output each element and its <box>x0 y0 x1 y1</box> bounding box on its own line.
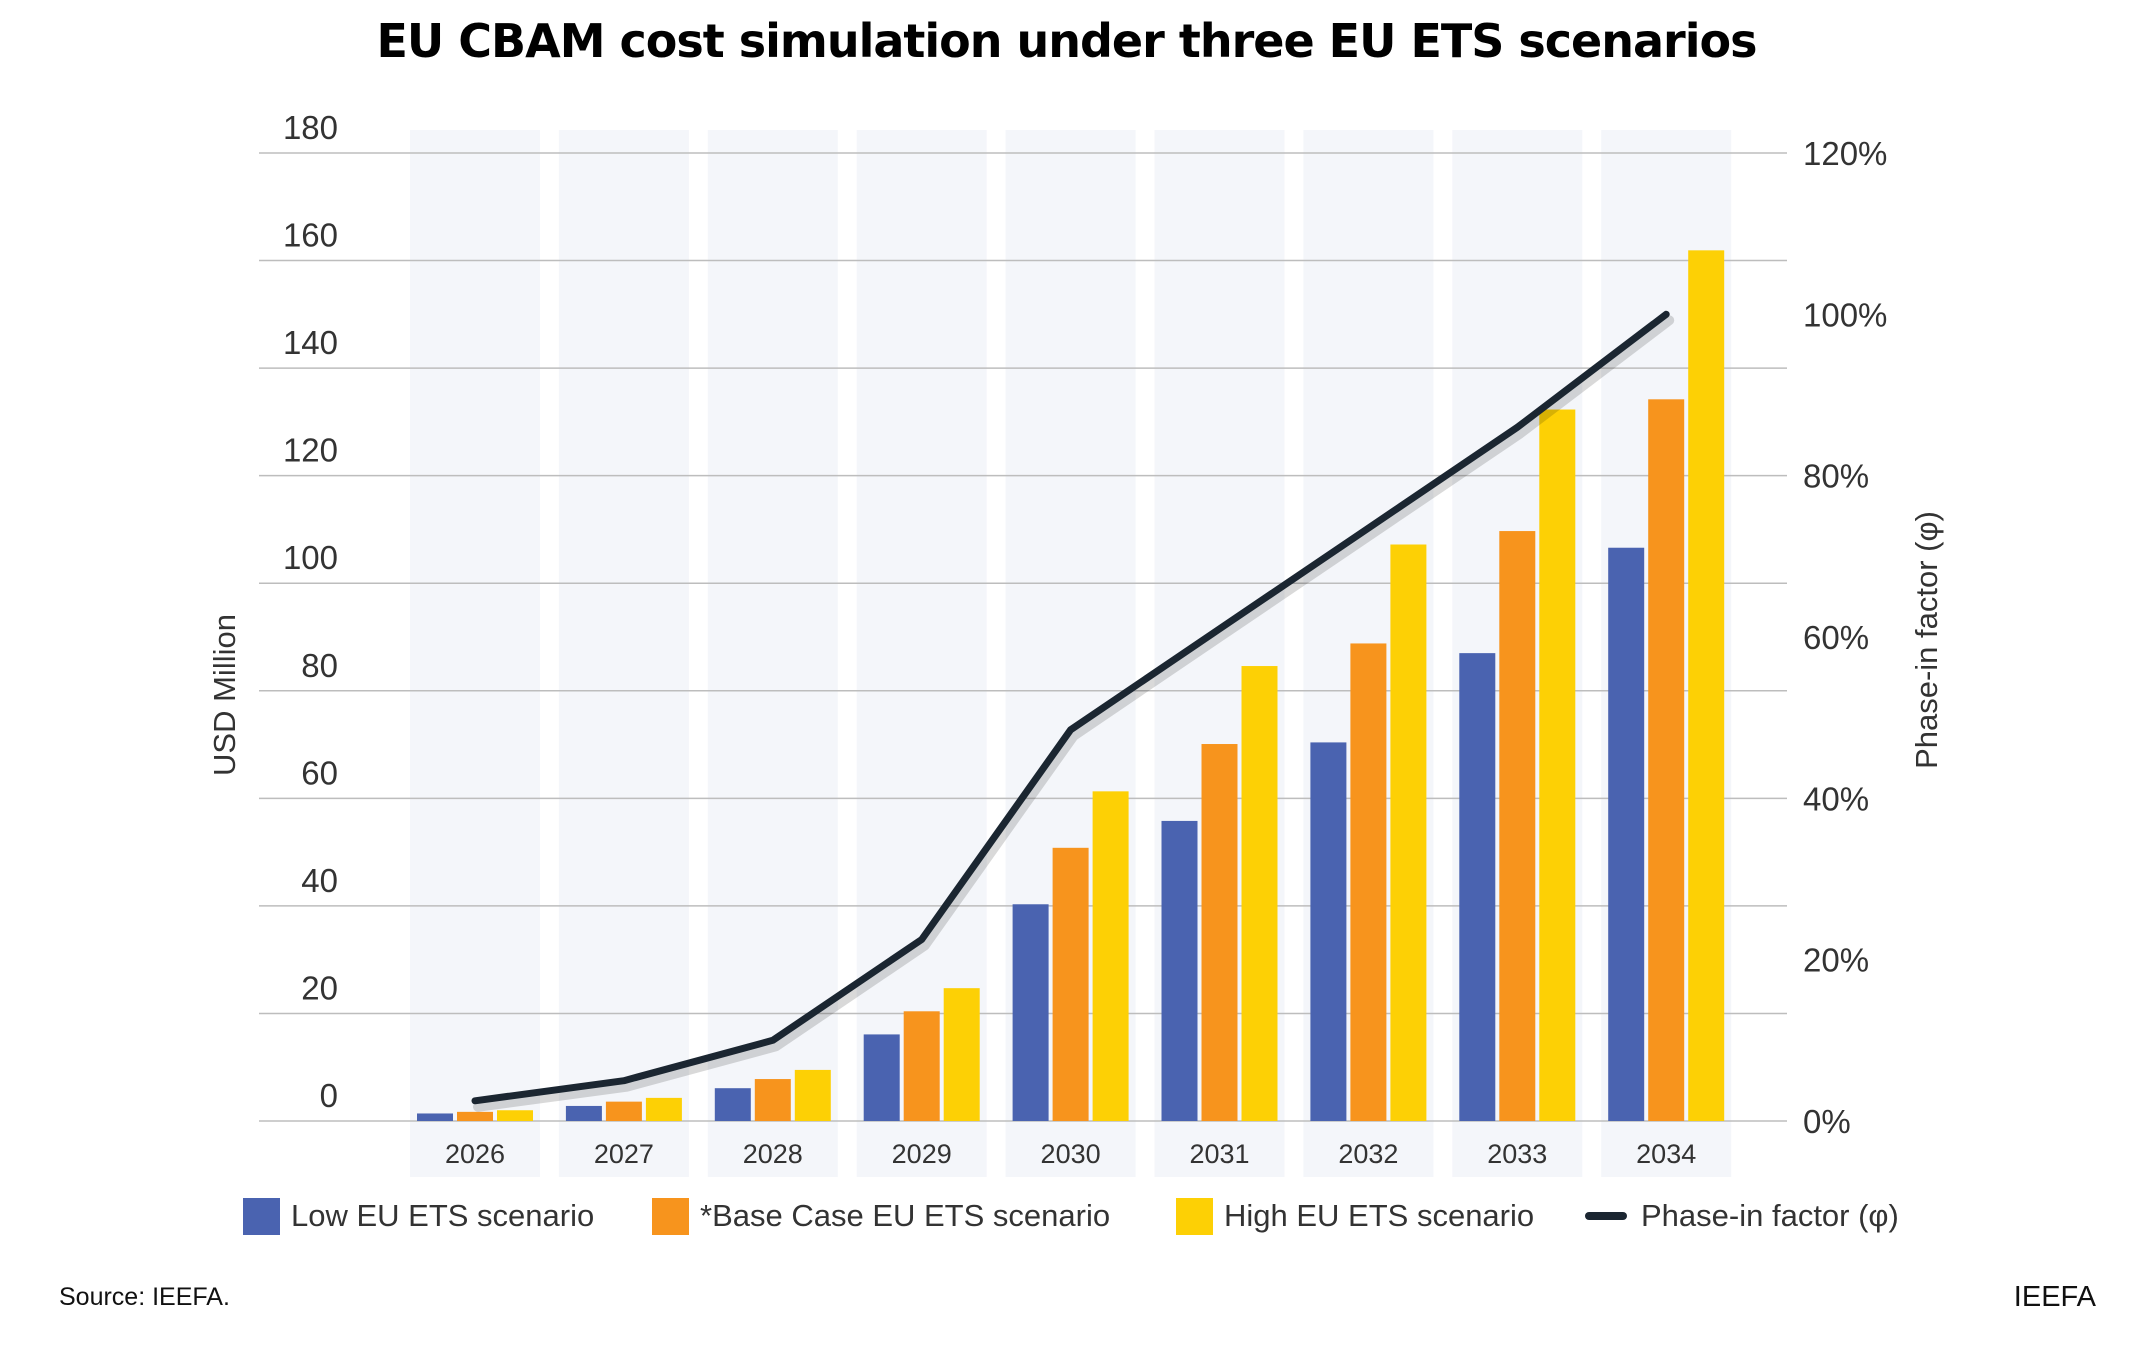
y-tick-label: 160 <box>283 217 338 254</box>
phase-in-line-path[interactable] <box>471 310 1670 1105</box>
legend-swatch-low <box>243 1197 280 1235</box>
y-tick-label: 100 <box>283 539 338 576</box>
phase-in-point-2026[interactable] <box>472 1097 479 1104</box>
legend-item-high[interactable]: High EU ETS scenario <box>1176 1194 1534 1238</box>
phase-in-line-shadow <box>473 315 1675 1112</box>
category-band <box>558 130 689 1177</box>
phase-in-point-2030[interactable] <box>1067 726 1074 733</box>
bar-low-2029[interactable] <box>863 1034 900 1121</box>
phase-in-point-2034[interactable] <box>1663 311 1670 318</box>
bar-base-2026[interactable] <box>457 1111 493 1121</box>
y-axis-title: USD Million <box>207 614 242 776</box>
bar-low-2033[interactable] <box>1459 653 1496 1121</box>
y2-tick-label: 60% <box>1803 619 1869 656</box>
legend-swatch-base <box>652 1197 689 1235</box>
bar-low-2031[interactable] <box>1161 820 1198 1121</box>
y2-tick-label: 100% <box>1803 296 1887 333</box>
bars <box>417 250 1725 1122</box>
bar-low-2028[interactable] <box>714 1088 751 1121</box>
y-tick-label: 20 <box>301 969 338 1006</box>
bar-low-2026[interactable] <box>417 1113 453 1121</box>
bar-high-2033[interactable] <box>1539 409 1576 1121</box>
category-band <box>707 130 838 1177</box>
legend-label: *Base Case EU ETS scenario <box>700 1198 1111 1233</box>
left-axis-ticks: 0 20 40 60 80 100 120 140 160 180 <box>283 109 338 1114</box>
y2-tick-label: 80% <box>1803 458 1869 495</box>
bar-high-2027[interactable] <box>645 1097 682 1121</box>
legend-swatch-high <box>1176 1197 1213 1235</box>
legend-label: Low EU ETS scenario <box>291 1198 595 1233</box>
bar-high-2030[interactable] <box>1092 791 1129 1121</box>
legend: Low EU ETS scenario *Base Case EU ETS sc… <box>0 1194 2133 1238</box>
category-band <box>410 130 540 1177</box>
y-tick-label: 0 <box>320 1077 338 1114</box>
bar-base-2031[interactable] <box>1201 744 1238 1121</box>
phase-in-point-2032[interactable] <box>1365 525 1372 532</box>
y-tick-label: 120 <box>283 432 338 469</box>
x-tick-label: 2031 <box>1189 1139 1249 1169</box>
bar-high-2028[interactable] <box>794 1069 831 1121</box>
bar-base-2030[interactable] <box>1052 847 1089 1121</box>
x-tick-label: 2027 <box>594 1139 654 1169</box>
y2-tick-label: 20% <box>1803 942 1869 979</box>
phase-in-point-2029[interactable] <box>918 936 925 943</box>
bar-base-2027[interactable] <box>605 1101 642 1121</box>
x-tick-label: 2026 <box>445 1139 505 1169</box>
phase-in-line <box>471 310 1675 1112</box>
y-tick-label: 60 <box>301 754 338 791</box>
x-tick-label: 2029 <box>892 1139 952 1169</box>
phase-in-point-2033[interactable] <box>1514 424 1521 431</box>
source-note: Source: IEEFA. <box>59 1283 230 1311</box>
bar-base-2032[interactable] <box>1350 643 1387 1121</box>
category-labels: 2026 2027 2028 2029 2030 2031 2032 2033 2034 <box>445 1139 1696 1169</box>
bar-high-2031[interactable] <box>1241 666 1278 1121</box>
bar-base-2034[interactable] <box>1648 399 1685 1121</box>
legend-label: Phase-in factor (φ) <box>1641 1198 1899 1233</box>
x-tick-label: 2033 <box>1487 1139 1547 1169</box>
bar-high-2034[interactable] <box>1688 250 1725 1122</box>
phase-in-point-2027[interactable] <box>620 1077 627 1084</box>
legend-label: High EU ETS scenario <box>1224 1198 1535 1233</box>
y2-tick-label: 120% <box>1803 135 1887 172</box>
chart-title: EU CBAM cost simulation under three EU E… <box>376 14 1758 68</box>
bar-high-2029[interactable] <box>943 988 980 1121</box>
y-tick-label: 180 <box>283 109 338 146</box>
bar-low-2034[interactable] <box>1608 547 1645 1121</box>
legend-item-low[interactable]: Low EU ETS scenario <box>243 1194 594 1238</box>
x-tick-label: 2030 <box>1041 1139 1101 1169</box>
y-tick-label: 80 <box>301 647 338 684</box>
bar-base-2033[interactable] <box>1499 531 1536 1121</box>
y2-tick-label: 0% <box>1803 1103 1851 1140</box>
bar-high-2026[interactable] <box>497 1110 533 1121</box>
phase-in-point-2028[interactable] <box>769 1037 776 1044</box>
bar-low-2027[interactable] <box>565 1105 602 1121</box>
bar-base-2028[interactable] <box>754 1079 791 1121</box>
bar-high-2032[interactable] <box>1390 544 1427 1121</box>
legend-item-base[interactable]: *Base Case EU ETS scenario <box>652 1194 1110 1238</box>
y2-axis-title: Phase-in factor (φ) <box>1909 511 1944 769</box>
x-tick-label: 2028 <box>743 1139 803 1169</box>
legend-item-phase-in[interactable]: Phase-in factor (φ) <box>1585 1194 1899 1238</box>
y-tick-label: 40 <box>301 862 338 899</box>
x-tick-label: 2032 <box>1338 1139 1398 1169</box>
bar-low-2030[interactable] <box>1012 904 1049 1121</box>
bar-low-2032[interactable] <box>1310 742 1347 1121</box>
x-tick-label: 2034 <box>1636 1139 1696 1169</box>
y2-tick-label: 40% <box>1803 780 1869 817</box>
legend-line-swatch <box>1585 1212 1627 1220</box>
phase-in-point-2031[interactable] <box>1216 625 1223 632</box>
y-tick-label: 140 <box>283 324 338 361</box>
brand-label: IEEFA <box>2013 1281 2096 1313</box>
right-axis-ticks: 0% 20% 40% 60% 80% 100% 120% <box>1803 135 1887 1140</box>
bar-base-2029[interactable] <box>903 1011 940 1121</box>
